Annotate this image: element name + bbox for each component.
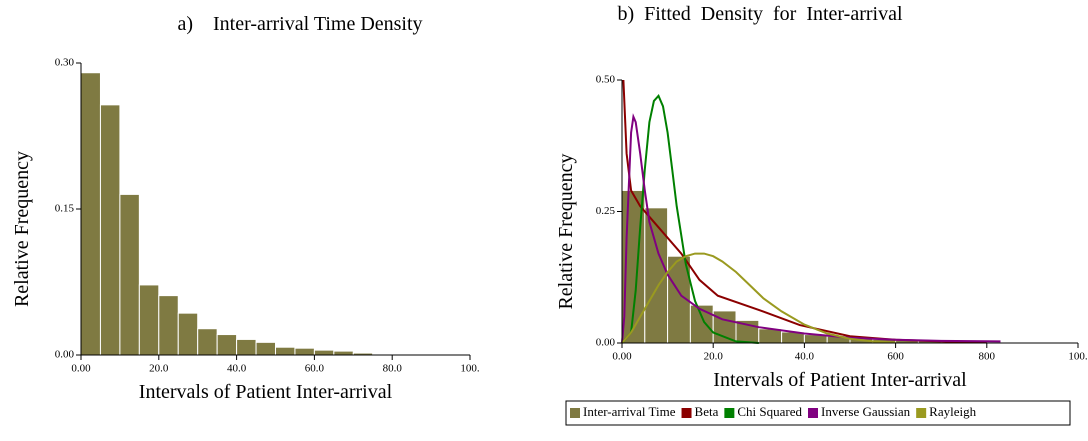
legend-swatch <box>724 408 735 418</box>
y-tick-label: 0.50 <box>596 74 616 86</box>
histogram-bar <box>197 328 218 356</box>
histogram-bar <box>294 347 315 356</box>
x-tick-label: 80.0 <box>383 363 403 375</box>
chart-title: b) Fitted Density for Inter-arrival <box>617 3 903 25</box>
histogram-bar <box>99 104 121 356</box>
histogram-bar <box>177 312 199 356</box>
x-tick-label: 40.0 <box>227 363 247 375</box>
chart-title: a) Inter-arrival Time Density <box>177 13 422 35</box>
x-tick-label: 800 <box>979 351 996 363</box>
density-curve <box>621 252 896 344</box>
histogram-bar <box>216 334 238 356</box>
y-tick-label: 0.25 <box>596 205 616 217</box>
legend-swatch <box>808 408 818 418</box>
histogram-bar <box>313 349 335 356</box>
histogram-bar <box>80 72 101 356</box>
histogram-bar <box>255 341 276 356</box>
legend-label: Rayleigh <box>929 404 976 419</box>
legend-label: Beta <box>695 404 719 419</box>
histogram-bar <box>275 346 296 356</box>
y-axis-label: Relative Frequency <box>555 153 577 309</box>
histogram-bar <box>758 328 783 344</box>
legend-label: Inverse Gaussian <box>821 404 911 419</box>
legend-label: Chi Squared <box>737 404 802 419</box>
x-axis-label: Intervals of Patient Inter-arrival <box>713 369 967 391</box>
x-tick-label: 0.00 <box>612 351 632 363</box>
x-axis-label: Intervals of Patient Inter-arrival <box>139 381 393 403</box>
y-tick-label: 0.00 <box>596 337 616 349</box>
histogram-bar <box>158 295 179 356</box>
x-tick-label: 100. <box>1068 351 1088 363</box>
x-tick-label: 20.0 <box>704 351 724 363</box>
histogram-bar <box>119 193 140 356</box>
x-tick-label: 100. <box>460 363 480 375</box>
y-tick-label: 0.15 <box>55 203 75 215</box>
x-tick-label: 600 <box>887 351 904 363</box>
y-axis-label: Relative Frequency <box>11 151 33 307</box>
x-tick-label: 60.0 <box>305 363 325 375</box>
histogram-bar <box>236 338 257 356</box>
legend-label: Inter-arrival Time <box>583 404 676 419</box>
y-tick-label: 0.30 <box>55 57 75 69</box>
y-tick-label: 0.00 <box>55 349 75 361</box>
legend-swatch <box>681 408 692 418</box>
x-tick-label: 20.0 <box>149 363 169 375</box>
histogram-bar <box>138 284 160 356</box>
density-curve <box>621 93 759 344</box>
histogram-bar <box>333 350 354 356</box>
x-tick-label: 0.00 <box>71 363 91 375</box>
legend-swatch <box>570 408 580 418</box>
x-tick-label: 40.0 <box>795 351 815 363</box>
legend-swatch <box>916 408 927 418</box>
